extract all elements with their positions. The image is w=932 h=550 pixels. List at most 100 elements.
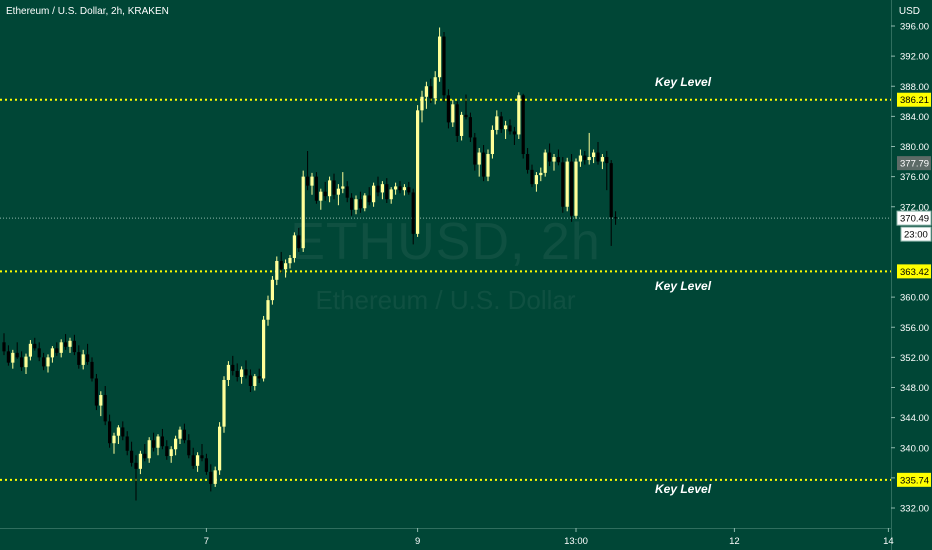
candle: [138, 450, 142, 475]
candle: [508, 119, 512, 135]
candle: [350, 193, 354, 216]
candle: [55, 342, 59, 356]
y-tick-label: 396.00: [900, 22, 929, 33]
candle: [543, 149, 547, 177]
candle: [68, 337, 72, 353]
candle: [548, 143, 552, 167]
candle: [609, 160, 613, 246]
candle: [33, 337, 37, 351]
candle: [213, 466, 217, 487]
candle: [468, 112, 472, 142]
candle: [248, 369, 252, 393]
candle: [244, 360, 248, 379]
key-level-price-badge-bg: [897, 92, 931, 107]
marked-price-badge-bg: [897, 156, 931, 171]
candle: [504, 120, 508, 139]
candle: [539, 167, 543, 182]
candle: [284, 259, 288, 278]
candle: [416, 105, 420, 237]
countdown-badge-bg: [900, 226, 932, 242]
candle: [332, 173, 336, 200]
candle: [222, 376, 226, 433]
candle: [42, 352, 46, 371]
candle: [292, 232, 296, 263]
candle: [72, 334, 76, 356]
candle: [438, 27, 442, 82]
x-tick-label: 7: [204, 536, 209, 547]
candle: [482, 144, 486, 182]
candle: [204, 453, 208, 475]
candle: [455, 101, 459, 142]
candle: [178, 426, 182, 444]
x-tick-label: 14: [883, 536, 894, 547]
candle: [231, 355, 235, 376]
x-tick-label: 12: [729, 536, 740, 547]
candle: [103, 385, 107, 426]
candle: [521, 93, 525, 159]
candle: [552, 154, 556, 171]
candle: [578, 149, 582, 167]
candle: [451, 99, 455, 127]
candle: [253, 373, 257, 391]
candle: [174, 435, 178, 456]
candle: [389, 187, 393, 204]
candle: [495, 110, 499, 135]
candle: [592, 149, 596, 164]
marked-price-badge: 377.79: [900, 159, 929, 170]
candle: [345, 181, 349, 203]
candle: [301, 170, 305, 252]
candle: [156, 434, 160, 456]
key-level-price-badge: 386.21: [900, 95, 929, 106]
candle: [376, 176, 380, 197]
candle: [20, 351, 24, 371]
candle: [583, 151, 587, 165]
candle: [314, 172, 318, 204]
candle: [429, 78, 433, 103]
candle: [187, 434, 191, 459]
candle: [257, 368, 261, 383]
candle: [446, 89, 450, 129]
candle: [398, 181, 402, 194]
candle: [24, 353, 28, 374]
candle: [275, 256, 279, 286]
candle: [11, 349, 15, 369]
y-tick-label: 372.00: [900, 202, 929, 213]
candle: [209, 464, 213, 492]
x-tick-label: 13:00: [564, 536, 588, 547]
y-tick-label: 388.00: [900, 82, 929, 93]
key-level-label-lower: Key Level: [655, 482, 712, 496]
candle: [240, 366, 244, 384]
chart-title: Ethereum / U.S. Dollar, 2h, KRAKEN: [6, 6, 169, 17]
candle: [165, 440, 169, 460]
candle: [336, 184, 340, 206]
candle: [486, 149, 490, 182]
candle: [517, 92, 521, 139]
candle: [218, 422, 222, 475]
candle: [310, 172, 314, 195]
candle: [226, 361, 230, 386]
currency-label: USD: [898, 6, 920, 17]
candle: [433, 71, 437, 105]
candle: [288, 254, 292, 269]
candle: [380, 181, 384, 200]
candle: [354, 195, 358, 215]
last-price-badge-bg: [896, 210, 932, 226]
last-price-badge: 370.49: [900, 214, 929, 225]
candle: [235, 363, 239, 382]
candle: [134, 455, 138, 501]
candle: [526, 148, 530, 174]
candle: [358, 191, 362, 213]
candle: [116, 425, 120, 444]
candle: [191, 447, 195, 469]
candle: [147, 437, 151, 463]
watermark-symbol: ETHUSD, 2h: [290, 213, 601, 271]
key-level-price-badge: 363.42: [900, 267, 929, 278]
candle: [464, 94, 468, 120]
y-tick-label: 340.00: [900, 443, 929, 454]
y-tick-label: 384.00: [900, 112, 929, 123]
key-level-label-upper: Key Level: [655, 75, 712, 89]
candle: [473, 132, 477, 171]
candle: [169, 446, 173, 463]
candle: [196, 452, 200, 472]
